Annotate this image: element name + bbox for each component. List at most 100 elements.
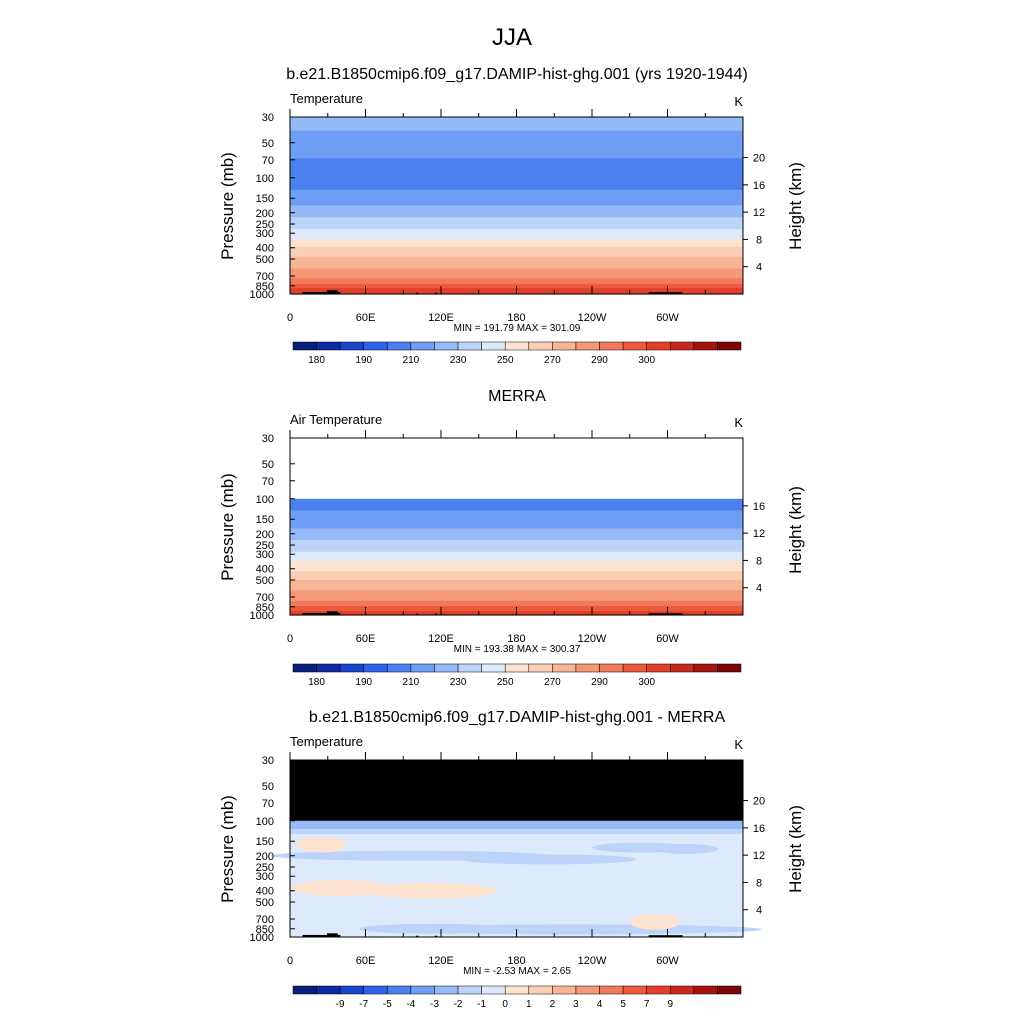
contour-band: [290, 183, 743, 187]
contour-band: [290, 540, 743, 542]
contour-band: [290, 170, 743, 173]
y-tick-label: 100: [256, 816, 274, 828]
y-tick-label: 200: [256, 851, 274, 863]
contour-band: [290, 558, 743, 561]
contour-band: [290, 185, 743, 189]
colorbar-label: 3: [573, 999, 579, 1010]
contour-band: [290, 231, 743, 234]
colorbar-swatch: [504, 663, 530, 673]
y-tick-label: 700: [256, 914, 274, 926]
contour-band: [290, 207, 743, 211]
colorbar-label: 2: [550, 999, 556, 1010]
colorbar-swatch: [646, 985, 671, 995]
contour-band: [290, 501, 743, 504]
contour-band: [290, 605, 743, 608]
colorbar-label: 1: [526, 999, 532, 1010]
contour-band: [290, 270, 743, 273]
x-tick-label: 120E: [428, 312, 454, 324]
contour-band: [290, 144, 743, 148]
topography-mask: [327, 611, 338, 615]
topography-mask: [648, 292, 683, 294]
y-tick-label: 1000: [250, 932, 274, 944]
contour-band: [290, 565, 743, 568]
x-tick-label: 180: [507, 633, 525, 645]
colorbar-label: 9: [667, 999, 673, 1010]
colorbar-swatch: [316, 341, 341, 351]
colorbar-swatch: [575, 663, 600, 673]
contour-plot: 3050701001502002503004005007008501000481…: [250, 752, 765, 967]
x-tick-label: 0: [287, 633, 293, 645]
contour-band: [290, 140, 743, 144]
colorbar-label: 230: [450, 355, 467, 366]
colorbar-swatch: [717, 663, 742, 673]
contour-band: [290, 538, 743, 541]
contour-band: [290, 591, 743, 594]
contour-band: [290, 219, 743, 222]
topography-mask: [302, 612, 341, 615]
topography-mask: [434, 613, 438, 615]
contour-band: [290, 128, 743, 132]
contour-band: [290, 164, 743, 167]
colorbar-swatch: [457, 663, 482, 673]
colorbar-swatch: [481, 341, 506, 351]
y-axis-label: Pressure (mb): [218, 795, 237, 903]
y-tick-label: 250: [256, 219, 274, 231]
colorbar-swatch: [387, 985, 412, 995]
contour-band: [290, 600, 743, 603]
y-right-tick-label: 16: [753, 180, 765, 192]
colorbar-swatch: [292, 985, 317, 995]
topography-mask: [415, 292, 419, 294]
contour-band: [290, 238, 743, 242]
contour-band: [290, 244, 743, 248]
panel-model: b.e21.B1850cmip6.f09_g17.DAMIP-hist-ghg.…: [218, 66, 805, 366]
colorbar-swatch: [316, 663, 341, 673]
topography-mask: [302, 291, 341, 294]
y-tick-label: 850: [256, 281, 274, 293]
colorbar-swatch: [717, 985, 742, 995]
y-tick-label: 200: [256, 529, 274, 541]
colorbar-swatch: [670, 341, 695, 351]
contour-band: [290, 522, 743, 524]
contour-band: [290, 162, 743, 165]
contour-band: [290, 571, 743, 573]
contour-band: [290, 152, 743, 155]
colorbar-label: 210: [403, 355, 420, 366]
contour-band: [290, 603, 743, 606]
contour-band: [290, 578, 743, 581]
y-tick-label: 300: [256, 228, 274, 240]
y-tick-label: 70: [262, 155, 274, 167]
contour-band: [290, 549, 743, 552]
panel-title: b.e21.B1850cmip6.f09_g17.DAMIP-hist-ghg.…: [309, 709, 726, 726]
y-axis-right-label: Height (km): [786, 486, 805, 574]
contour-band: [290, 146, 743, 150]
contour-band: [290, 546, 743, 549]
colorbar-label: 4: [597, 999, 603, 1010]
colorbar-swatch: [504, 985, 530, 995]
contour-band: [290, 172, 743, 175]
contour-band: [290, 564, 743, 567]
contour-band: [290, 223, 743, 226]
y-tick-label: 30: [262, 112, 274, 124]
contour-band: [290, 585, 743, 588]
y-right-tick-label: 8: [756, 877, 762, 889]
contour-band: [290, 510, 743, 513]
colorbar-label: -9: [336, 999, 345, 1010]
contour-band: [290, 201, 743, 205]
contour-band: [290, 217, 743, 220]
units-label: K: [734, 737, 743, 752]
colorbar-swatch: [363, 341, 388, 351]
contour-band: [290, 154, 743, 157]
contour-band: [290, 148, 743, 152]
colorbar-label: 300: [638, 677, 655, 688]
panel-title: b.e21.B1850cmip6.f09_g17.DAMIP-hist-ghg.…: [286, 66, 748, 83]
colorbar-swatch: [457, 985, 482, 995]
contour-band: [290, 120, 743, 124]
topography-mask: [415, 613, 419, 615]
contour-band: [290, 584, 743, 586]
contour-band: [290, 126, 743, 130]
contour-band: [290, 189, 743, 193]
colorbar-swatch: [646, 663, 671, 673]
contour-band: [290, 594, 743, 597]
contour-band: [290, 203, 743, 207]
y-right-tick-label: 8: [756, 555, 762, 567]
